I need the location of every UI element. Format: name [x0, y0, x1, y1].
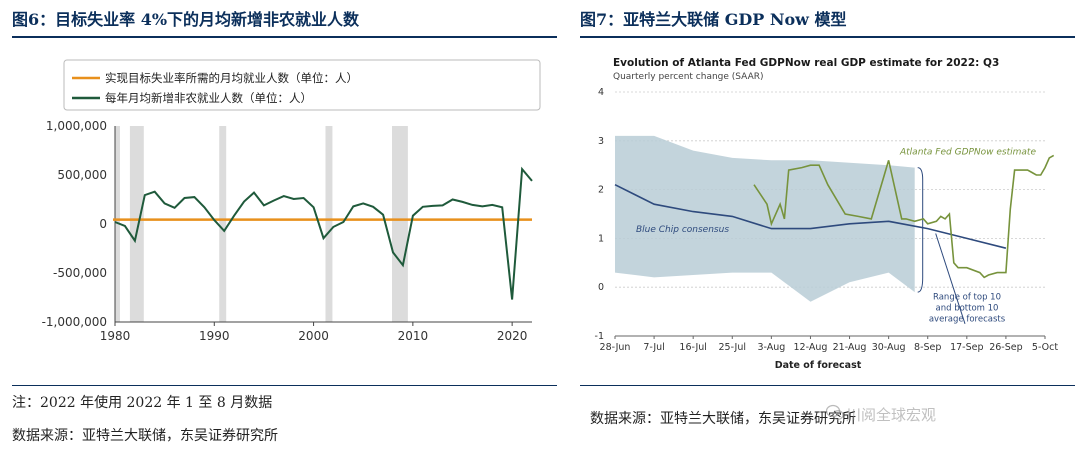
figure-7-title: 图7：亚特兰大联储 GDP Now 模型: [580, 10, 847, 29]
x-tick-label: 21-Aug: [833, 342, 867, 353]
x-tick-label: 3-Aug: [757, 342, 785, 353]
x-axis-title: Date of forecast: [775, 360, 862, 371]
x-tick-label: 2010: [398, 329, 429, 343]
forecast-range-band: [615, 135, 915, 302]
y-tick-label: -1,000,000: [42, 315, 107, 329]
bluechip-line: [614, 183, 1007, 249]
x-tick-label: 5-Oct: [1032, 342, 1058, 353]
x-tick-label: 30-Aug: [872, 342, 906, 353]
x-tick-label: 16-Jul: [679, 342, 707, 353]
y-tick-label: 0: [598, 282, 604, 293]
recession-band: [325, 126, 333, 322]
recession-band: [219, 126, 227, 322]
x-tick-label: 2000: [298, 329, 329, 343]
chart-note: 注：2022 年使用 2022 年 1 至 8 月数据: [12, 395, 273, 411]
x-tick-label: 28-Jun: [600, 342, 631, 353]
wechat-icon: [826, 404, 844, 420]
range-bracket: [917, 167, 924, 293]
watermark: 川阅全球宏观: [846, 406, 937, 424]
bottom-rule-left: [12, 385, 557, 386]
legend-label-target: 实现目标失业率所需的月均就业人数（单位：人）: [105, 71, 358, 85]
x-tick-label: 1980: [100, 329, 131, 343]
bluechip-label: Blue Chip consensus: [636, 225, 729, 235]
chart-source-left: 数据来源：亚特兰大联储，东吴证券研究所: [12, 428, 278, 444]
bottom-rule-right: [580, 385, 1075, 386]
gdpnow-label: Atlanta Fed GDPNow estimate: [899, 147, 1036, 157]
x-tick-label: 12-Aug: [794, 342, 828, 353]
x-tick-label: 26-Sep: [989, 342, 1022, 353]
gdpnow-chart: Evolution of Atlanta Fed GDPNow real GDP…: [595, 57, 1059, 371]
x-tick-label: 8-Sep: [914, 342, 941, 353]
y-tick-label: 4: [598, 87, 604, 98]
y-tick-label: 500,000: [57, 168, 107, 182]
y-tick-label: -500,000: [53, 266, 107, 280]
x-tick-label: 1990: [199, 329, 230, 343]
gdpnow-line: [753, 154, 1055, 279]
figure-6-title: 图6：目标失业率 4%下的月均新增非农就业人数: [12, 10, 360, 29]
x-tick-label: 2020: [497, 329, 528, 343]
y-tick-label: 1: [598, 233, 604, 244]
x-tick-label: 25-Jul: [719, 342, 747, 353]
chart-source-right: 数据来源：亚特兰大联储，东吴证券研究所: [590, 411, 856, 427]
y-tick-label: -1: [595, 331, 604, 342]
legend-box: [63, 59, 541, 111]
range-leader: [935, 233, 966, 324]
chart-subtitle: Quarterly percent change (SAAR): [613, 72, 764, 82]
x-tick-label: 17-Sep: [950, 342, 983, 353]
y-tick-label: 2: [598, 185, 604, 196]
y-tick-label: 3: [598, 136, 604, 147]
y-tick-label: 0: [99, 217, 107, 231]
y-tick-label: 1,000,000: [46, 119, 107, 133]
recession-band: [129, 126, 144, 322]
title-rule-left: [12, 36, 557, 38]
range-label-line: average forecasts: [929, 314, 1006, 324]
recession-band: [392, 126, 408, 322]
x-tick-label: 7-Jul: [643, 342, 664, 353]
title-rule-right: [580, 36, 1075, 38]
range-label-line: and bottom 10: [936, 303, 999, 313]
chart-title: Evolution of Atlanta Fed GDPNow real GDP…: [613, 57, 999, 69]
legend-label-actual: 每年月均新增非农就业人数（单位：人）: [105, 91, 312, 105]
range-label-line: Range of top 10: [933, 292, 1001, 302]
actual-jobs-line: [114, 166, 533, 300]
